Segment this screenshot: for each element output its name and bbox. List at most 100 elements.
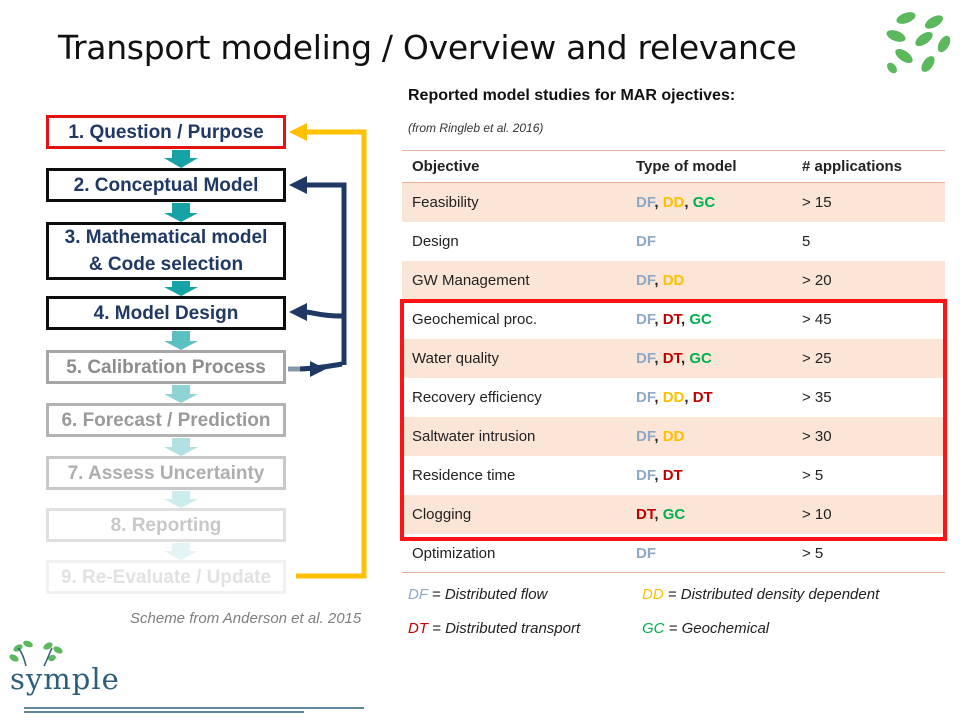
table-row: Residence time DF, DT > 5 xyxy=(402,456,945,495)
legend-dt: DT = Distributed transport xyxy=(408,620,580,637)
yellow-feedback-arrow xyxy=(296,129,367,579)
cell-objective: Recovery efficiency xyxy=(412,389,542,406)
step-label: 2. Conceptual Model xyxy=(73,174,259,196)
legend-dt-text: = Distributed transport xyxy=(428,620,581,637)
model-type-dt: DT xyxy=(662,467,683,484)
cell-applications: > 5 xyxy=(802,544,824,562)
step-re-evaluate-update: 9. Re-Evaluate / Update xyxy=(46,560,286,594)
cell-objective: Optimization xyxy=(412,544,496,562)
table-title: Reported model studies for MAR ojectives… xyxy=(408,87,736,104)
step-label: 4. Model Design xyxy=(93,302,239,324)
cell-type-of-model: DF, DD, DT xyxy=(636,389,713,406)
cell-applications: > 15 xyxy=(802,194,832,211)
slide-title: Transport modeling / Overview and releva… xyxy=(58,28,797,67)
legend-dd: DD = Distributed density dependent xyxy=(642,586,879,603)
cell-applications: > 45 xyxy=(802,311,832,328)
cell-objective: Water quality xyxy=(412,350,499,367)
legend-gc-text: = Geochemical xyxy=(664,620,770,637)
cell-type-of-model: DF, DD xyxy=(636,428,685,445)
cell-objective: Geochemical proc. xyxy=(412,311,538,328)
model-type-dd: DD xyxy=(662,194,685,211)
cell-type-of-model: DF, DT, GC xyxy=(636,350,712,367)
cell-applications: > 20 xyxy=(802,272,832,289)
cell-type-of-model: DF, DT xyxy=(636,467,683,484)
legend-df-abbr: DF xyxy=(408,586,428,603)
cell-objective: Design xyxy=(412,233,459,250)
cell-applications: > 35 xyxy=(802,389,832,406)
model-type-dd: DD xyxy=(662,389,685,406)
legend-dd-text: = Distributed density dependent xyxy=(663,586,880,603)
model-type-df: DF xyxy=(636,233,656,250)
scheme-credit: Scheme from Anderson et al. 2015 xyxy=(130,610,362,627)
cell-applications: > 5 xyxy=(802,467,824,484)
cell-objective: Feasibility xyxy=(412,194,479,211)
cell-type-of-model: DF, DD xyxy=(636,272,685,289)
step-conceptual-model: 2. Conceptual Model xyxy=(46,168,286,202)
model-type-gc: GC xyxy=(689,311,712,328)
legend-dt-abbr: DT xyxy=(408,620,428,637)
model-type-dt: DT xyxy=(636,506,655,523)
model-studies-table: Objective Type of model # applications F… xyxy=(402,150,945,573)
cell-type-of-model: DF xyxy=(626,545,792,562)
step-mathematical-model: 3. Mathematical model & Code selection xyxy=(46,222,286,280)
step-label: 3. Mathematical model & Code selection xyxy=(65,224,268,278)
model-type-dd: DD xyxy=(662,272,685,289)
model-type-dt: DT xyxy=(662,311,682,328)
step-label: 8. Reporting xyxy=(110,514,222,536)
step-label: 9. Re-Evaluate / Update xyxy=(60,566,272,588)
cell-type-of-model: DF, DT, GC xyxy=(636,311,712,328)
step-forecast-prediction: 6. Forecast / Prediction xyxy=(46,403,286,437)
symple-logo-graphic xyxy=(9,640,364,713)
model-type-df: DF xyxy=(636,428,655,445)
table-body: Feasibility DF, DD, GC > 15 Design DF 5 GW Man… xyxy=(402,183,945,573)
cell-objective: Residence time xyxy=(412,467,516,484)
model-type-dt: DT xyxy=(662,350,682,367)
step-label: 7. Assess Uncertainty xyxy=(67,462,265,484)
step-label-line1: 3. Mathematical model xyxy=(64,227,268,248)
step-label: 5. Calibration Process xyxy=(66,356,266,378)
model-type-dt: DT xyxy=(692,389,713,406)
cell-type-of-model: DF xyxy=(626,233,792,250)
table-row: Design DF 5 xyxy=(402,222,945,261)
model-type-df: DF xyxy=(636,194,655,211)
table-row: Saltwater intrusion DF, DD > 30 xyxy=(402,417,945,456)
model-type-df: DF xyxy=(636,272,655,289)
model-type-df: DF xyxy=(636,389,655,406)
header-type-of-model: Type of model xyxy=(636,158,737,175)
table-row: Recovery efficiency DF, DD, DT > 35 xyxy=(402,378,945,417)
cell-applications: > 25 xyxy=(802,350,832,367)
cell-applications: > 10 xyxy=(802,506,832,523)
symple-logo-text: symple xyxy=(10,662,120,696)
legend-df: DF = Distributed flow xyxy=(408,586,547,603)
cell-type-of-model: DF, DD, GC xyxy=(636,194,716,211)
step-calibration-process: 5. Calibration Process xyxy=(46,350,286,384)
table-row: Water quality DF, DT, GC > 25 xyxy=(402,339,945,378)
table-row: Optimization DF > 5 xyxy=(402,534,945,573)
legend-dd-abbr: DD xyxy=(642,586,664,603)
legend-gc: GC = Geochemical xyxy=(642,620,769,637)
table-header-row: Objective Type of model # applications xyxy=(402,150,945,183)
legend-df-text: = Distributed flow xyxy=(427,586,548,603)
step-label-line2: & Code selection xyxy=(88,254,244,275)
step-reporting: 8. Reporting xyxy=(46,508,286,542)
model-type-df: DF xyxy=(636,350,655,367)
table-row: Clogging DT, GC > 10 xyxy=(402,495,945,534)
step-model-design: 4. Model Design xyxy=(46,296,286,330)
highlight-frame xyxy=(400,299,947,541)
legend-gc-abbr: GC xyxy=(642,620,665,637)
model-type-gc: GC xyxy=(692,194,716,211)
cell-objective: Clogging xyxy=(412,506,472,523)
cell-objective: Saltwater intrusion xyxy=(412,428,536,445)
cell-type-of-model: DT, GC xyxy=(636,506,686,523)
header-objective: Objective xyxy=(412,158,480,175)
header-applications: # applications xyxy=(802,158,903,175)
cell-applications: > 30 xyxy=(802,428,832,445)
leaf-logo-icon xyxy=(886,12,951,74)
navy-feedback-arrows xyxy=(299,182,347,372)
table-row: Feasibility DF, DD, GC > 15 xyxy=(402,183,945,222)
step-question-purpose: 1. Question / Purpose xyxy=(46,115,286,149)
model-type-gc: GC xyxy=(689,350,712,367)
step-label: 1. Question / Purpose xyxy=(68,121,264,143)
model-type-gc: GC xyxy=(662,506,686,523)
cell-objective: GW Management xyxy=(412,272,530,289)
